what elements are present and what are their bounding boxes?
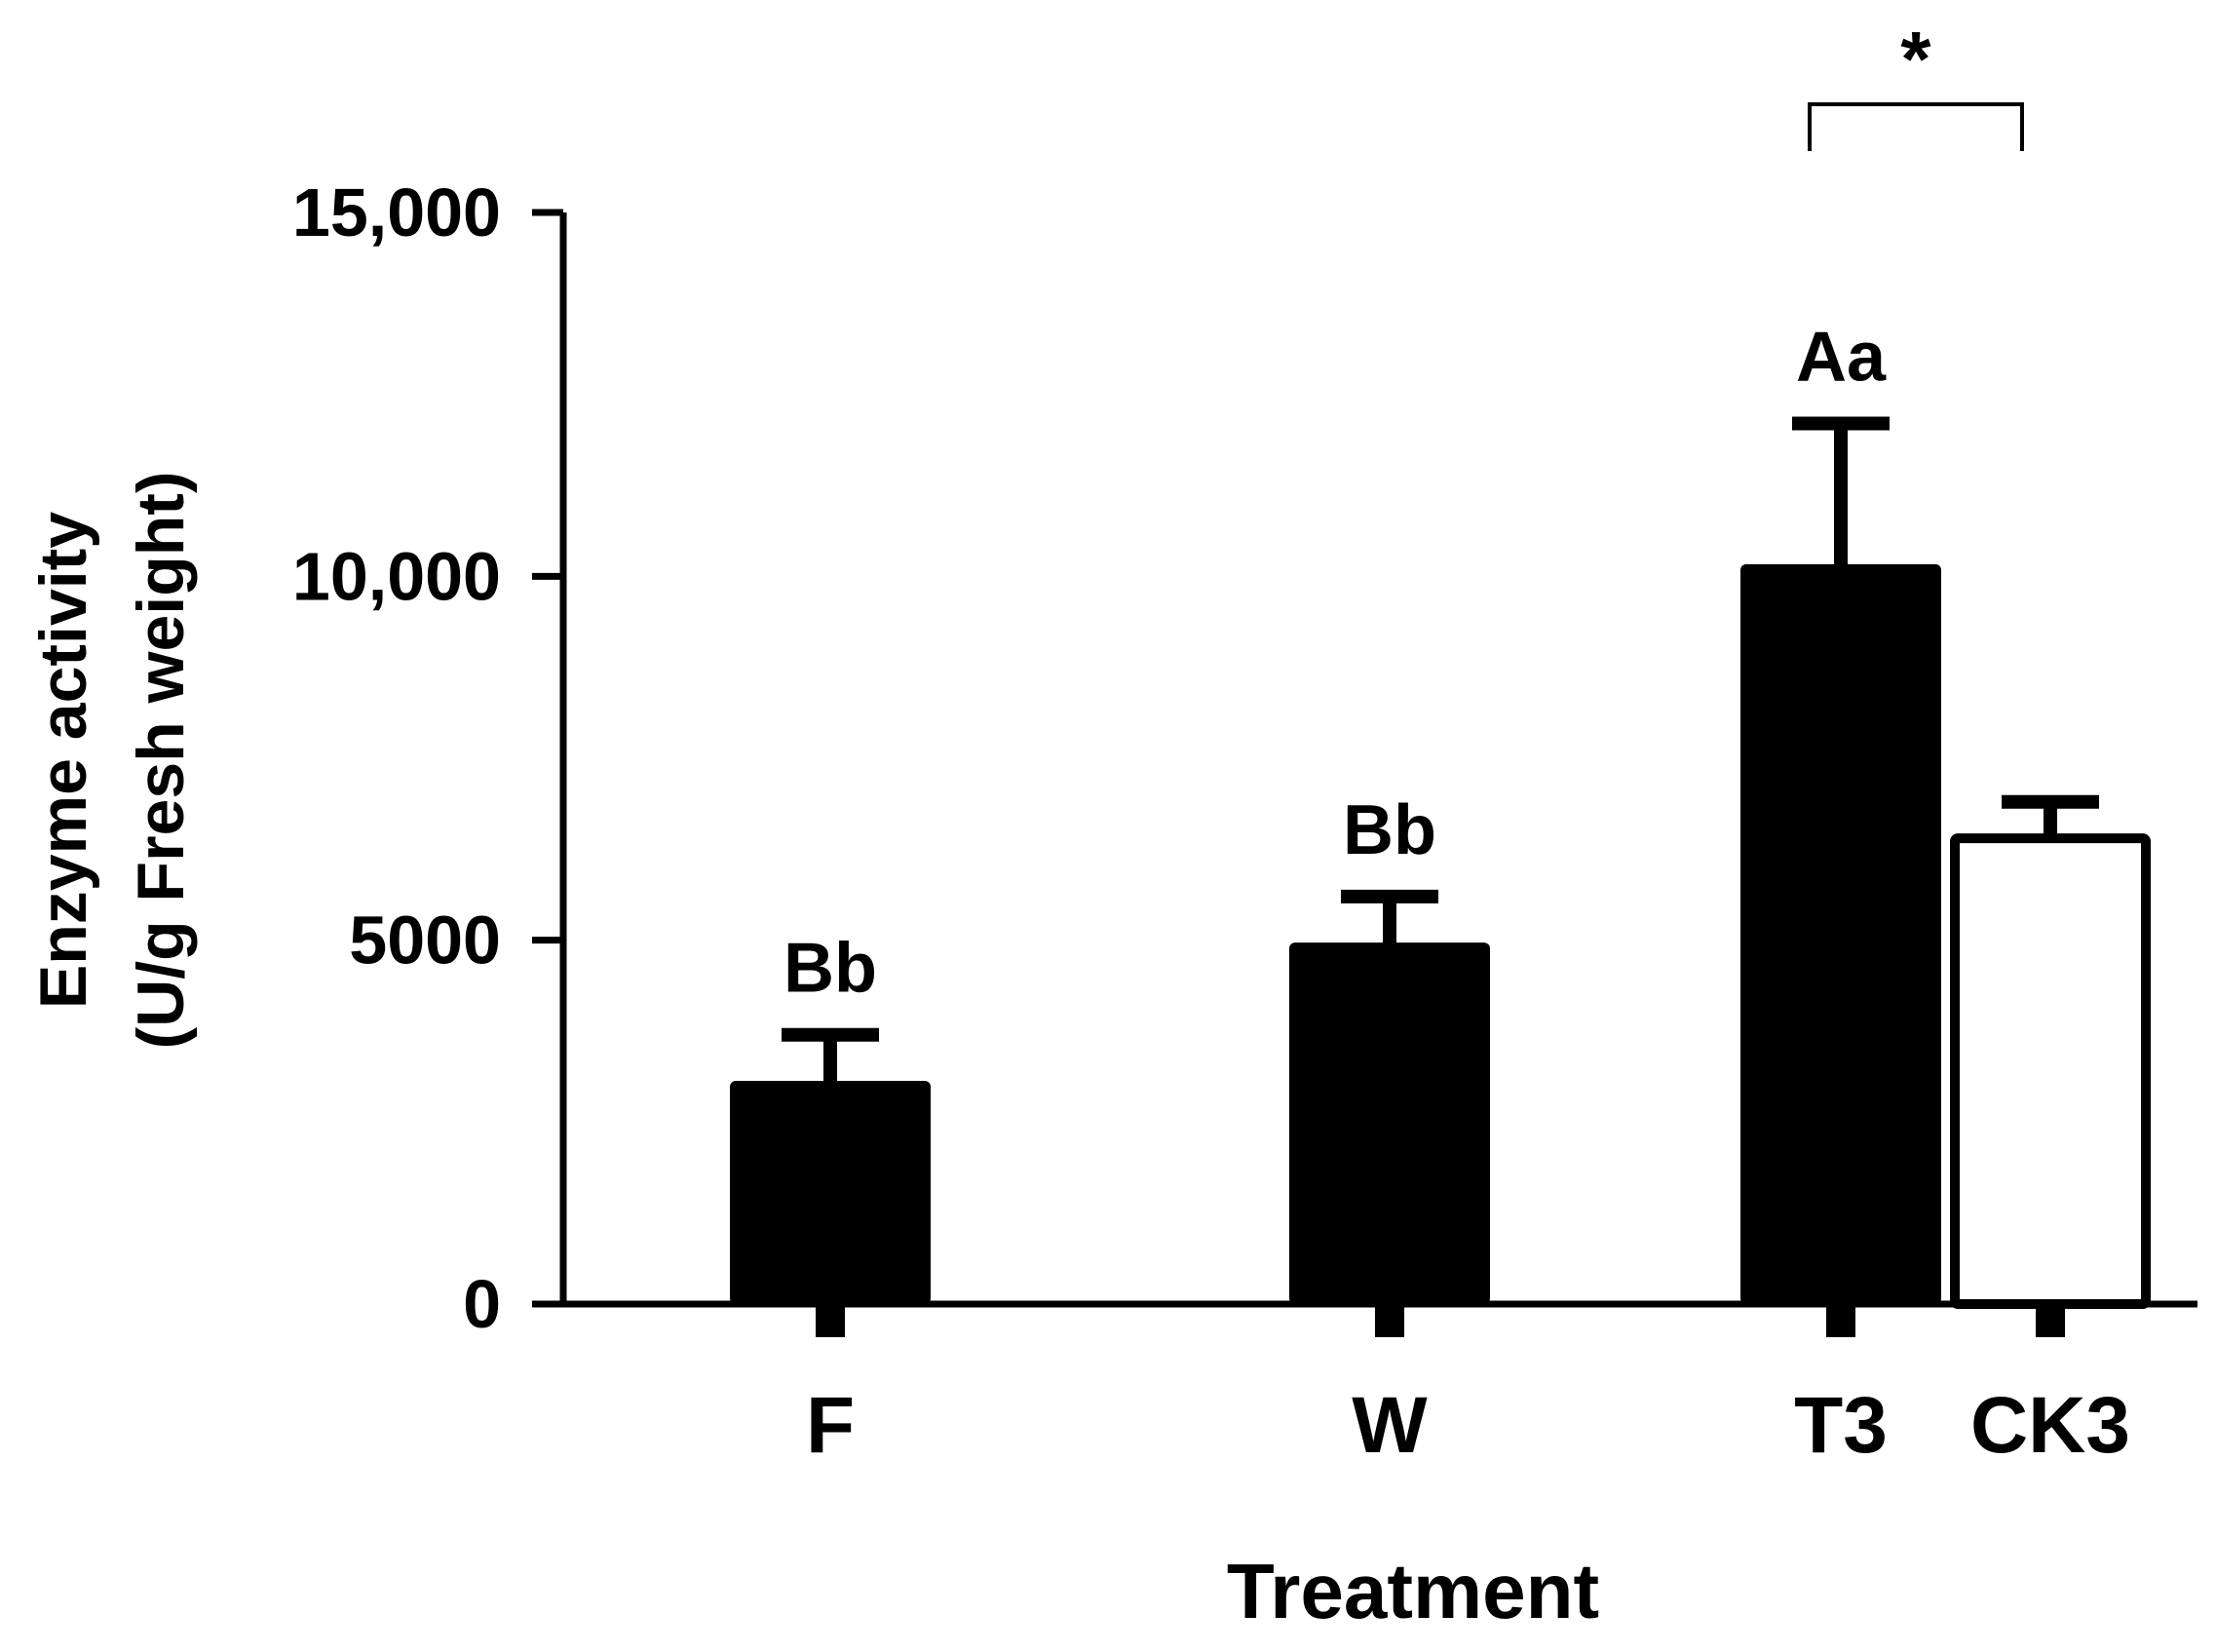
x-tick-label-ck3: CK3 xyxy=(1970,1381,2130,1470)
labels: 0 5000 10,000 15,000 F Bb W Bb T3 Aa CK3 * Treatment… xyxy=(26,16,2130,1634)
annotation-t3: Aa xyxy=(1796,319,1887,397)
y-tick-label-10000: 10,000 xyxy=(292,538,501,614)
bar-t3 xyxy=(1740,563,1941,1304)
x-tick-label-t3: T3 xyxy=(1794,1381,1888,1470)
y-axis-title-line-2: (U/g Fresh weight) xyxy=(124,471,198,1049)
y-axis-title-line-1: Enzyme activity xyxy=(26,512,100,1009)
y-tick-label-0: 0 xyxy=(463,1266,501,1342)
bar-w xyxy=(1289,942,1490,1304)
bars xyxy=(730,416,2151,1310)
y-tick-label-5000: 5000 xyxy=(349,903,501,979)
annotation-w: Bb xyxy=(1343,791,1436,869)
y-tick-label-15000: 15,000 xyxy=(292,174,501,250)
bar-f xyxy=(730,1081,931,1304)
significance-bracket xyxy=(1808,102,2024,151)
x-tick-label-f: F xyxy=(806,1381,855,1470)
annotation-f: Bb xyxy=(783,930,877,1008)
x-tick-label-w: W xyxy=(1352,1381,1428,1470)
x-axis-title: Treatment xyxy=(1227,1548,1599,1634)
bar-ck3 xyxy=(1950,833,2151,1310)
significance-star: * xyxy=(1900,16,1931,102)
